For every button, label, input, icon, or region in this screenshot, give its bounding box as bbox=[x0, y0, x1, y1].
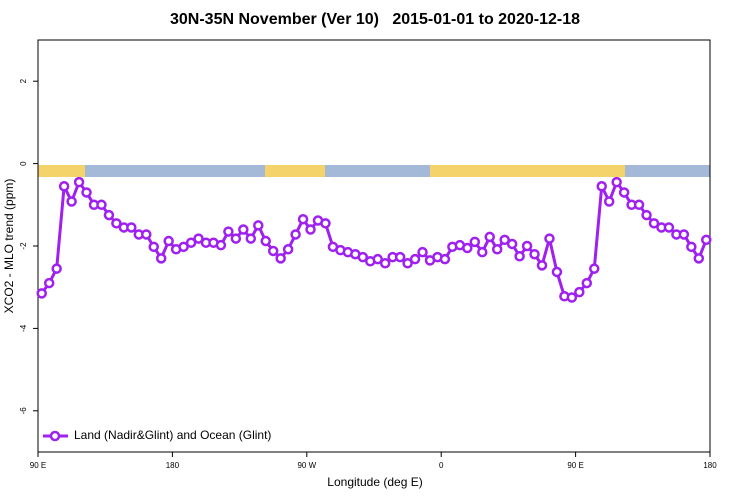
land bbox=[430, 165, 625, 177]
chart-title: 30N-35N November (Ver 10) 2015-01-01 to … bbox=[170, 11, 580, 28]
x-axis-label: Longitude (deg E) bbox=[327, 475, 422, 489]
point bbox=[514, 251, 525, 262]
point bbox=[73, 176, 85, 188]
land bbox=[38, 165, 85, 177]
y-tick-label: 2 bbox=[19, 78, 28, 83]
point bbox=[477, 246, 488, 258]
y-tick-label: -2 bbox=[19, 242, 28, 250]
x-tick-label: 90 E bbox=[30, 461, 46, 470]
point bbox=[499, 234, 510, 246]
point bbox=[81, 187, 92, 198]
point bbox=[372, 253, 383, 265]
y-axis-label: XCO2 - MLO trend (ppm) bbox=[2, 179, 16, 314]
point bbox=[394, 251, 406, 263]
ocean bbox=[85, 165, 265, 177]
y-tick-label: -6 bbox=[19, 407, 28, 415]
point bbox=[611, 176, 622, 188]
point bbox=[641, 209, 652, 221]
point bbox=[223, 226, 234, 237]
point bbox=[51, 263, 62, 274]
point bbox=[282, 244, 294, 255]
point bbox=[357, 251, 369, 263]
point bbox=[305, 224, 316, 235]
y-tick-label: 0 bbox=[19, 161, 28, 166]
legend-label: Land (Nadir&Glint) and Ocean (Glint) bbox=[74, 428, 271, 442]
point bbox=[417, 246, 428, 258]
point bbox=[551, 266, 563, 278]
point bbox=[320, 218, 331, 229]
point bbox=[245, 233, 257, 244]
point bbox=[529, 248, 540, 260]
point bbox=[574, 286, 585, 298]
point bbox=[678, 229, 690, 240]
point bbox=[663, 222, 675, 233]
point bbox=[402, 258, 413, 269]
point bbox=[36, 288, 47, 299]
point bbox=[379, 258, 391, 269]
point bbox=[484, 231, 495, 243]
point bbox=[96, 199, 107, 211]
point bbox=[633, 199, 645, 211]
point bbox=[290, 229, 301, 240]
point bbox=[253, 220, 264, 231]
land-ocean-strip bbox=[38, 165, 710, 177]
point bbox=[581, 277, 593, 289]
x-tick-label: 180 bbox=[703, 461, 717, 470]
point bbox=[155, 253, 167, 264]
point bbox=[603, 196, 615, 207]
point bbox=[506, 238, 518, 250]
legend-marker bbox=[49, 430, 61, 442]
point bbox=[141, 229, 152, 240]
point bbox=[297, 213, 309, 225]
point bbox=[103, 209, 115, 221]
point bbox=[439, 253, 451, 265]
x-tick-label: 180 bbox=[166, 461, 180, 470]
point bbox=[163, 235, 174, 247]
point bbox=[566, 292, 578, 303]
point bbox=[462, 242, 473, 254]
point bbox=[596, 181, 607, 192]
point bbox=[521, 240, 533, 252]
point bbox=[701, 234, 712, 246]
point bbox=[148, 241, 159, 253]
point bbox=[544, 233, 555, 244]
point bbox=[111, 218, 122, 229]
x-tick-label: 90 E bbox=[567, 461, 583, 470]
point bbox=[409, 253, 421, 265]
point bbox=[43, 277, 55, 289]
point bbox=[185, 237, 197, 248]
ocean bbox=[325, 165, 430, 177]
point bbox=[58, 181, 70, 192]
land bbox=[265, 165, 325, 177]
point bbox=[126, 222, 137, 233]
point bbox=[267, 245, 279, 257]
plot-frame bbox=[37, 39, 711, 453]
x-tick-label: 0 bbox=[439, 461, 444, 470]
point bbox=[215, 239, 227, 251]
point bbox=[589, 263, 600, 274]
point bbox=[230, 233, 242, 244]
point bbox=[491, 244, 503, 255]
y-tick-label: -4 bbox=[19, 324, 28, 332]
point bbox=[686, 241, 697, 253]
point bbox=[536, 260, 548, 271]
point bbox=[260, 235, 271, 247]
point bbox=[193, 233, 204, 244]
point bbox=[178, 241, 189, 253]
point bbox=[648, 218, 660, 229]
point bbox=[693, 253, 705, 264]
point bbox=[238, 224, 249, 235]
point bbox=[66, 196, 77, 207]
x-tick-label: 90 W bbox=[297, 461, 316, 470]
point bbox=[469, 236, 481, 248]
point bbox=[618, 187, 630, 198]
point bbox=[275, 253, 286, 264]
ocean bbox=[625, 165, 710, 177]
